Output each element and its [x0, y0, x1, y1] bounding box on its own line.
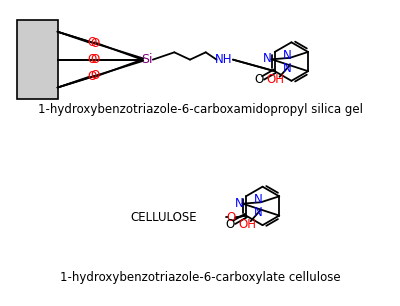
Text: OH: OH [267, 73, 285, 86]
Text: OH: OH [238, 218, 256, 230]
Text: N: N [283, 62, 292, 75]
Text: N: N [254, 193, 262, 206]
Text: O: O [226, 218, 235, 231]
Text: N: N [263, 52, 272, 65]
Text: Si: Si [141, 53, 153, 66]
Text: 1-hydroxybenzotriazole-6-carboxylate cellulose: 1-hydroxybenzotriazole-6-carboxylate cel… [60, 271, 340, 284]
Text: O: O [90, 53, 100, 66]
Text: O: O [90, 37, 100, 50]
Bar [17, 20, 58, 99]
Text: N: N [282, 49, 291, 62]
Text: N: N [254, 206, 263, 219]
Text: O: O [254, 73, 264, 86]
Text: O: O [227, 211, 236, 224]
Text: O: O [87, 53, 96, 66]
Text: NH: NH [214, 53, 232, 66]
Text: O: O [87, 36, 96, 49]
Text: 1-hydroxybenzotriazole-6-carboxamidopropyl silica gel: 1-hydroxybenzotriazole-6-carboxamidoprop… [38, 103, 362, 116]
Text: CELLULOSE: CELLULOSE [130, 211, 197, 224]
Text: N: N [234, 197, 243, 210]
Text: O: O [87, 70, 96, 84]
Text: O: O [90, 69, 100, 82]
